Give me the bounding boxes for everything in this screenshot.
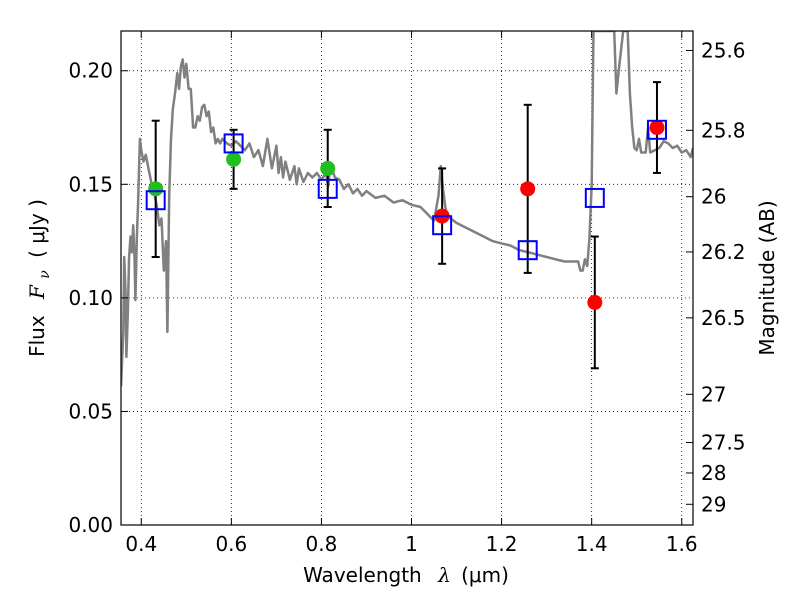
y-tick-label: 0.05 [68, 399, 113, 423]
mag-tick-label: 27.5 [701, 431, 746, 455]
y-axis-label-subscript: ν [37, 270, 53, 279]
model-spectrum-line [121, 31, 693, 387]
model-photometry-square [145, 190, 166, 211]
x-tick-label: 1.2 [486, 532, 518, 556]
model-photometry-square [584, 187, 605, 208]
mag-tick-label: 28 [701, 461, 726, 485]
y-tick-label: 0.10 [68, 286, 113, 310]
y-tick-label: 0.00 [68, 513, 113, 537]
x-tick-label: 1.4 [576, 532, 608, 556]
data-point-red [587, 294, 603, 310]
x-axis-title: Wavelength λ (μm) [303, 563, 509, 587]
mag-tick-label: 25.6 [701, 38, 746, 62]
x-axis: 0.4 0.6 0.8 1 1.2 1.4 1.6 [125, 31, 698, 556]
data-point-green [148, 181, 164, 197]
x-axis-label-text: Wavelength [303, 563, 422, 587]
y-axis-right: 25.6 25.8 26 26.2 26.5 27 27.5 28 29 [686, 38, 746, 516]
mag-tick-label: 26 [701, 185, 726, 209]
mag-tick-label: 25.8 [701, 118, 746, 142]
y-tick-label: 0.20 [68, 59, 113, 83]
data-point-red [649, 120, 665, 136]
x-tick-label: 0.6 [215, 532, 247, 556]
model-photometry-square [646, 119, 667, 140]
model-photometry-square [223, 133, 244, 154]
y-axis-label-unit: ( μJy ) [25, 199, 49, 258]
x-tick-label: 0.8 [306, 532, 338, 556]
mag-tick-label: 29 [701, 492, 726, 516]
marker-layer [145, 81, 667, 370]
data-point-red [520, 181, 536, 197]
plot-layer [121, 31, 693, 387]
y-axis-label-text: Flux [25, 315, 49, 357]
mag-tick-label: 26.5 [701, 306, 746, 330]
mag-tick-label: 27 [701, 382, 726, 406]
y-axis-left: 0.00 0.05 0.10 0.15 0.20 [68, 59, 128, 537]
y-axis-title: Flux F ν ( μJy ) [25, 199, 54, 357]
model-photometry-square [432, 215, 453, 236]
y-tick-label: 0.15 [68, 172, 113, 196]
mag-tick-label: 26.2 [701, 240, 746, 264]
data-point-green [320, 160, 336, 176]
plot-frame [120, 30, 694, 526]
x-tick-label: 1.6 [666, 532, 698, 556]
y-axis-label-symbol: F [25, 284, 49, 300]
x-tick-label: 0.4 [125, 532, 157, 556]
x-axis-label-symbol: λ [437, 563, 451, 587]
model-photometry-square [317, 178, 338, 199]
x-tick-label: 1 [405, 532, 418, 556]
data-point-green [226, 151, 242, 167]
x-axis-label-unit: (μm) [461, 563, 509, 587]
model-photometry-square [517, 240, 538, 261]
grid-layer [121, 31, 693, 525]
y-axis-right-title: Magnitude (AB) [755, 200, 779, 355]
